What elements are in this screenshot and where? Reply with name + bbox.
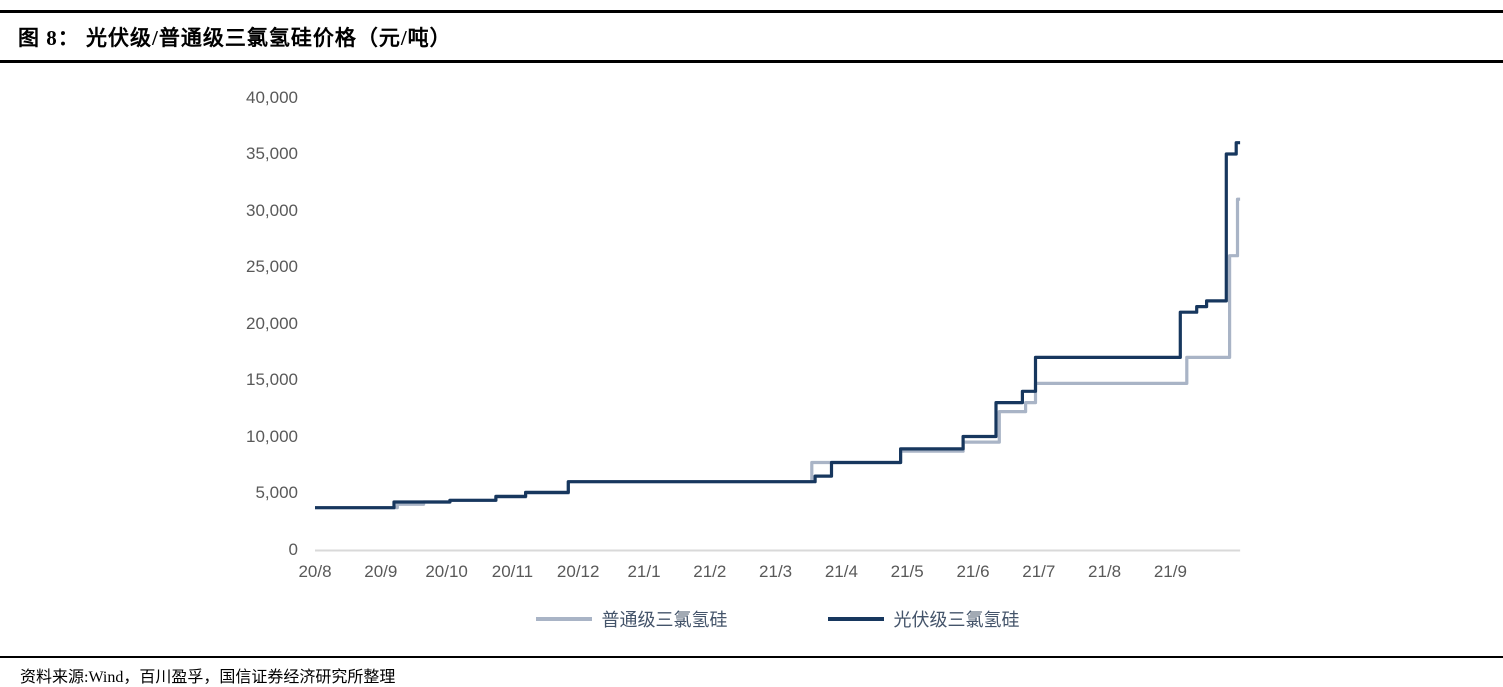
x-tick-label: 20/9	[364, 562, 398, 581]
x-tick-label: 21/6	[956, 562, 990, 581]
x-tick-label: 20/8	[298, 562, 332, 581]
x-tick-label: 20/10	[425, 562, 468, 581]
y-tick-label: 10,000	[246, 426, 298, 446]
x-tick-label: 21/7	[1022, 562, 1056, 581]
y-tick-label: 20,000	[246, 313, 298, 333]
y-tick-label: 5,000	[255, 483, 298, 502]
y-tick-label: 25,000	[246, 257, 298, 276]
x-tick-label: 21/5	[890, 562, 924, 581]
x-tick-label: 21/3	[759, 562, 793, 581]
x-tick-label: 21/9	[1153, 562, 1187, 581]
figure-footer: 资料来源:Wind，百川盈孚，国信证券经济研究所整理	[0, 656, 1503, 687]
x-tick-label: 21/1	[627, 562, 661, 581]
x-tick-label: 21/2	[693, 562, 727, 581]
y-tick-label: 35,000	[246, 144, 298, 163]
y-tick-label: 15,000	[246, 370, 298, 389]
figure-title: 图 8： 光伏级/普通级三氯氢硅价格（元/吨）	[18, 26, 452, 50]
legend-swatch-ordinary-icon	[535, 617, 592, 621]
x-tick-label: 20/12	[556, 562, 600, 581]
y-tick-label: 0	[288, 539, 298, 559]
figure-header: 图 8： 光伏级/普通级三氯氢硅价格（元/吨）	[0, 10, 1503, 63]
legend-label-ordinary: 普通级三氯氢硅	[601, 610, 728, 630]
legend-swatch-pv-icon	[827, 617, 884, 621]
y-tick-label: 30,000	[246, 200, 298, 220]
source-note: 资料来源:Wind，百川盈孚，国信证券经济研究所整理	[20, 669, 396, 686]
x-tick-label: 20/11	[491, 562, 534, 581]
legend-item-ordinary-grade: 普通级三氯氢硅	[535, 606, 728, 632]
legend-label-pv: 光伏级三氯氢硅	[893, 610, 1020, 630]
y-tick-label: 40,000	[246, 87, 298, 107]
x-tick-label: 21/4	[824, 562, 858, 581]
chart-legend: 普通级三氯氢硅 光伏级三氯氢硅	[315, 604, 1240, 634]
legend-item-pv-grade: 光伏级三氯氢硅	[827, 606, 1020, 632]
x-tick-label: 21/8	[1088, 562, 1122, 581]
